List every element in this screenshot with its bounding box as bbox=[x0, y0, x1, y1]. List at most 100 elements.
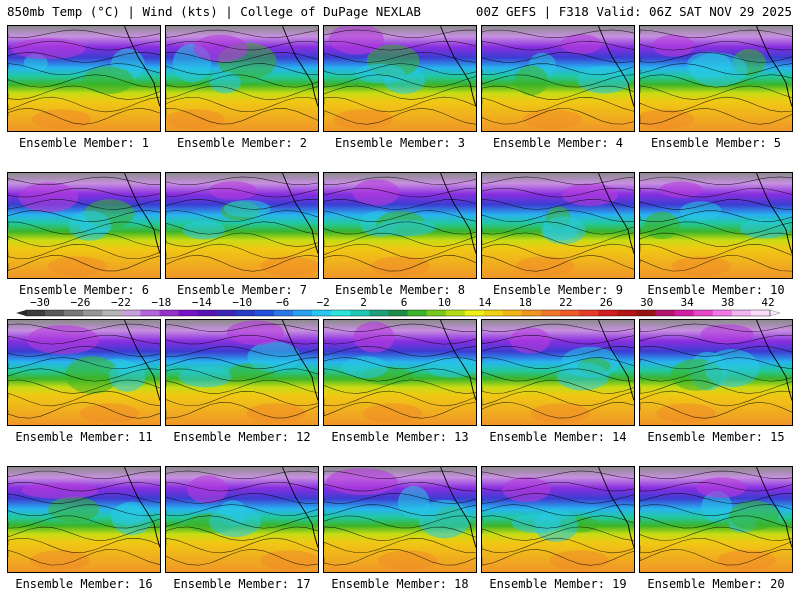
valid-time: 00Z GEFS | F318 Valid: 06Z SAT NOV 29 20… bbox=[475, 4, 792, 19]
ensemble-panel bbox=[481, 25, 635, 132]
colorbar-tick-label: 22 bbox=[559, 296, 572, 309]
colorbar-swatch bbox=[483, 310, 504, 316]
colorbar-tick-label: −18 bbox=[151, 296, 171, 309]
ensemble-member-label: Ensemble Member: 20 bbox=[647, 577, 785, 591]
ensemble-member-label: Ensemble Member: 11 bbox=[15, 430, 153, 444]
ensemble-panel bbox=[323, 319, 477, 426]
ensemble-member-label: Ensemble Member: 14 bbox=[489, 430, 627, 444]
ensemble-panel bbox=[639, 319, 793, 426]
colorbar-swatch bbox=[617, 310, 637, 316]
ensemble-panel bbox=[165, 25, 319, 132]
temperature-map bbox=[324, 467, 476, 572]
ensemble-member-label: Ensemble Member: 9 bbox=[492, 283, 624, 297]
colorbar-swatch bbox=[274, 310, 294, 316]
temperature-map bbox=[166, 26, 318, 131]
temperature-map bbox=[166, 320, 318, 425]
colorbar-swatch bbox=[293, 310, 313, 316]
ensemble-panel bbox=[7, 25, 161, 132]
colorbar-swatch bbox=[541, 310, 561, 316]
ensemble-member-label: Ensemble Member: 10 bbox=[647, 283, 785, 297]
temperature-map bbox=[482, 26, 634, 131]
ensemble-member-label: Ensemble Member: 12 bbox=[173, 430, 311, 444]
colorbar-swatch bbox=[312, 310, 332, 316]
colorbar-swatch bbox=[464, 310, 485, 316]
colorbar-swatch bbox=[369, 310, 389, 316]
colorbar-swatch bbox=[407, 310, 428, 316]
temperature-map bbox=[324, 320, 476, 425]
temperature-map bbox=[640, 320, 792, 425]
colorbar-swatch bbox=[235, 310, 256, 316]
colorbar-tick-label: 14 bbox=[478, 296, 492, 309]
temperature-map bbox=[8, 173, 160, 278]
colorbar-tick-label: 34 bbox=[680, 296, 694, 309]
colorbar-swatch bbox=[45, 310, 65, 316]
temperature-map bbox=[482, 320, 634, 425]
colorbar-swatch bbox=[178, 310, 199, 316]
ensemble-member-label: Ensemble Member: 6 bbox=[18, 283, 150, 297]
ensemble-member-label: Ensemble Member: 15 bbox=[647, 430, 785, 444]
temperature-map bbox=[640, 467, 792, 572]
temperature-map bbox=[324, 173, 476, 278]
ensemble-panel bbox=[323, 466, 477, 573]
ensemble-panel bbox=[7, 319, 161, 426]
colorbar-swatch bbox=[350, 310, 370, 316]
colorbar-tick-label: 2 bbox=[360, 296, 367, 309]
colorbar-swatch bbox=[655, 310, 676, 316]
colorbar-tick-label: 10 bbox=[438, 296, 451, 309]
temperature-map bbox=[166, 173, 318, 278]
ensemble-member-label: Ensemble Member: 19 bbox=[489, 577, 627, 591]
ensemble-member-label: Ensemble Member: 2 bbox=[176, 136, 308, 150]
ensemble-member-label: Ensemble Member: 18 bbox=[331, 577, 469, 591]
ensemble-member-label: Ensemble Member: 1 bbox=[18, 136, 150, 150]
colorbar-tick-label: −6 bbox=[276, 296, 289, 309]
ensemble-panel bbox=[323, 172, 477, 279]
colorbar-swatch bbox=[64, 310, 84, 316]
colorbar-tick-label: 26 bbox=[600, 296, 613, 309]
ensemble-panel bbox=[639, 466, 793, 573]
colorbar-tick-label: 18 bbox=[519, 296, 532, 309]
temperature-map bbox=[8, 26, 160, 131]
colorbar-swatch bbox=[750, 310, 771, 316]
colorbar-swatch bbox=[426, 310, 447, 316]
page-title: 850mb Temp (°C) | Wind (kts) | College o… bbox=[7, 4, 421, 19]
colorbar-tick-label: −2 bbox=[316, 296, 329, 309]
colorbar-swatch bbox=[197, 310, 218, 316]
temperature-colorbar: −30 −26 −22 −18 −14 −10 −6 −2 2 6 10 14 18 22 26 30 34 38… bbox=[16, 296, 781, 317]
colorbar-swatch bbox=[502, 310, 523, 316]
colorbar-swatch bbox=[102, 310, 122, 316]
colorbar-tick-label: −26 bbox=[70, 296, 90, 309]
ensemble-member-label: Ensemble Member: 17 bbox=[173, 577, 311, 591]
colorbar-tick-label: −14 bbox=[192, 296, 212, 309]
colorbar-swatch bbox=[159, 310, 180, 316]
temperature-map bbox=[482, 173, 634, 278]
colorbar-swatch bbox=[445, 310, 466, 316]
colorbar-swatch bbox=[140, 310, 160, 316]
ensemble-panel bbox=[481, 319, 635, 426]
colorbar-tick-label: −10 bbox=[232, 296, 252, 309]
temperature-map bbox=[8, 467, 160, 572]
ensemble-panel bbox=[165, 319, 319, 426]
colorbar-tick-label: 38 bbox=[721, 296, 734, 309]
colorbar-swatch bbox=[579, 310, 599, 316]
colorbar-swatch bbox=[216, 310, 237, 316]
colorbar-tick-label: −22 bbox=[111, 296, 131, 309]
ensemble-panel bbox=[639, 25, 793, 132]
ensemble-panel bbox=[165, 466, 319, 573]
colorbar-swatch bbox=[598, 310, 618, 316]
colorbar-high-arrow bbox=[769, 309, 781, 317]
colorbar-swatch bbox=[83, 310, 103, 316]
ensemble-panel bbox=[639, 172, 793, 279]
colorbar-swatch bbox=[121, 310, 141, 316]
temperature-map bbox=[8, 320, 160, 425]
ensemble-member-label: Ensemble Member: 16 bbox=[15, 577, 153, 591]
colorbar-swatch bbox=[254, 310, 275, 316]
ensemble-member-label: Ensemble Member: 3 bbox=[334, 136, 466, 150]
ensemble-panel bbox=[7, 172, 161, 279]
ensemble-member-label: Ensemble Member: 4 bbox=[492, 136, 624, 150]
colorbar-swatch bbox=[693, 310, 714, 316]
colorbar-tick-label: 42 bbox=[761, 296, 774, 309]
colorbar-swatch bbox=[522, 310, 542, 316]
ensemble-panel bbox=[481, 466, 635, 573]
colorbar-swatch bbox=[731, 310, 752, 316]
temperature-map bbox=[640, 173, 792, 278]
